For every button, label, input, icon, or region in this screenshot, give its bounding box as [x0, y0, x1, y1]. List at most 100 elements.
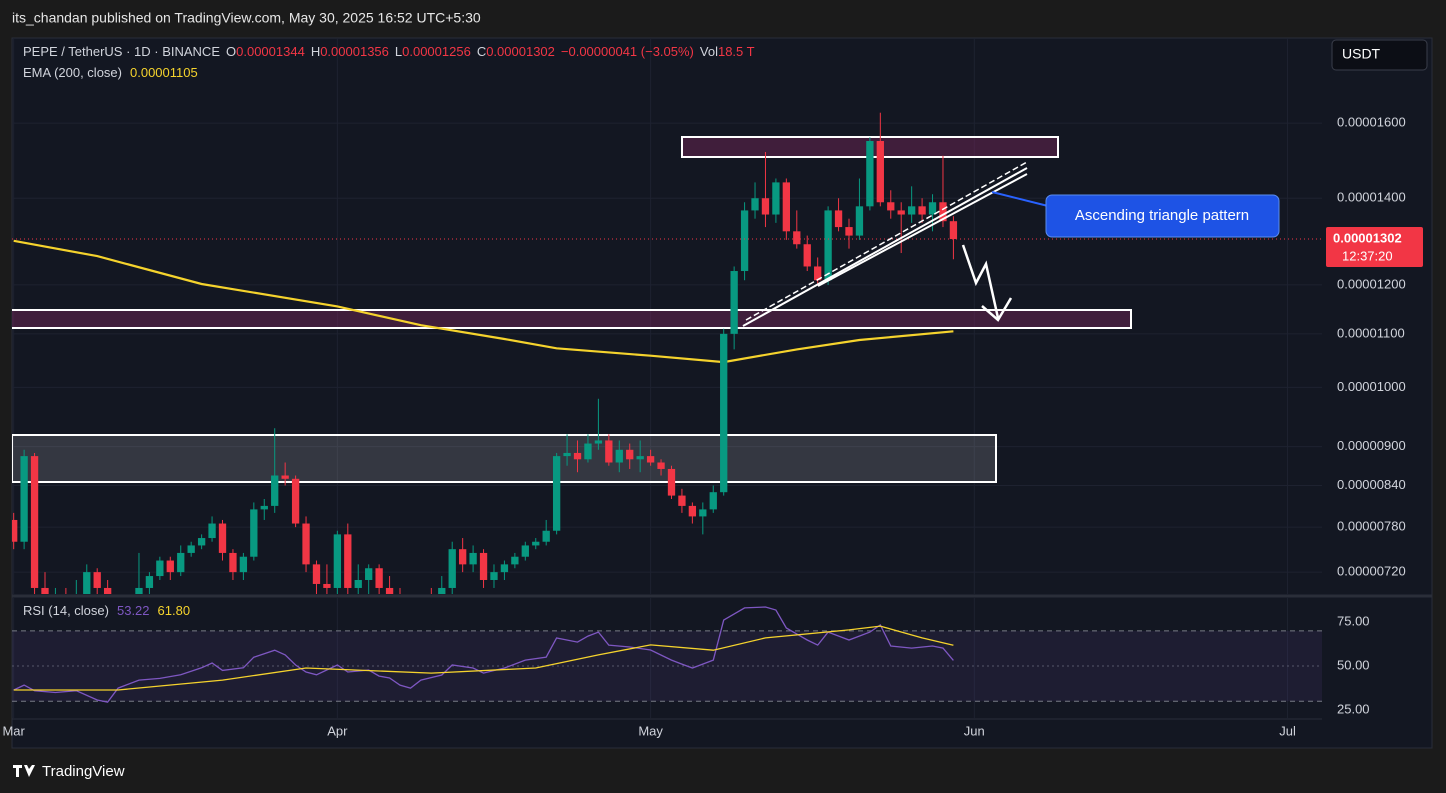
candle-body — [500, 564, 509, 573]
y-tick-label: 0.00001100 — [1337, 325, 1405, 340]
ema-value: 0.00001105 — [130, 65, 198, 80]
candle-body — [365, 568, 373, 580]
drawings: Ascending triangle pattern — [742, 161, 1280, 327]
candle-body — [573, 452, 582, 460]
candle-body — [239, 556, 248, 573]
arrow-head — [981, 297, 1013, 322]
candle-body — [949, 221, 958, 240]
grid — [12, 38, 1322, 719]
candle-body — [615, 449, 623, 463]
candle-body — [12, 519, 18, 542]
x-tick-label: Mar — [2, 723, 25, 738]
candle-body — [814, 266, 822, 281]
candle-body — [448, 549, 456, 588]
h-label: H — [311, 44, 320, 59]
candle-body — [208, 523, 216, 539]
y-tick-label: 0.00001600 — [1337, 115, 1406, 130]
candle-body — [918, 206, 926, 215]
target-zone — [12, 309, 1132, 329]
candle-body — [323, 583, 331, 588]
candle-body — [688, 505, 697, 517]
candle-body — [772, 182, 780, 215]
candle-body — [563, 452, 571, 457]
candle-body — [291, 478, 300, 524]
y-tick-label: 0.00000900 — [1337, 438, 1406, 453]
candle-body — [907, 206, 916, 215]
rsi-line — [13, 625, 954, 691]
candle-body — [271, 475, 279, 506]
currency[interactable]: USDT — [1342, 46, 1381, 62]
candle-body — [887, 202, 895, 211]
y-tick-label: 0.00000840 — [1337, 477, 1406, 492]
ema-label: EMA (200, close) — [23, 65, 122, 80]
candle-body — [876, 141, 884, 203]
candle-body — [479, 552, 488, 580]
candle-body — [751, 198, 759, 211]
brand-name: TradingView — [42, 763, 125, 780]
candle-body — [375, 568, 383, 588]
candle-body — [740, 210, 749, 272]
candle-body — [542, 530, 550, 542]
ema-legend: EMA (200, close) 0.00001105 — [23, 65, 198, 80]
candle-body — [626, 449, 634, 460]
candle-body — [678, 495, 686, 506]
symbol: PEPE / TetherUS · 1D · BINANCE — [23, 44, 220, 59]
candle-body — [939, 202, 947, 222]
y-tick-label: 0.00000720 — [1337, 564, 1406, 579]
rsi-line — [13, 606, 954, 703]
zones — [12, 136, 1132, 483]
brand: TradingView — [13, 763, 125, 780]
candle-body — [720, 333, 728, 493]
rsi-value: 53.22 — [117, 603, 150, 618]
candle-body — [793, 231, 801, 245]
candle-body — [20, 456, 28, 542]
candle-body — [646, 456, 655, 463]
candle-body — [730, 271, 738, 334]
callout — [1045, 194, 1280, 238]
price-pane — [12, 112, 1322, 594]
candle-body — [281, 475, 289, 479]
candle-body — [594, 440, 603, 444]
candle-body — [584, 443, 592, 460]
candle-body — [260, 505, 268, 510]
x-tick-label: Apr — [327, 723, 348, 738]
candle-body — [636, 456, 644, 460]
countdown: 12:37:20 — [1342, 248, 1393, 263]
trendline — [742, 167, 1028, 327]
ema-line — [13, 239, 954, 364]
candle-body — [333, 534, 342, 588]
candle-body — [229, 552, 237, 573]
o-label: O — [226, 44, 236, 59]
rsi-pane — [12, 606, 1322, 703]
candle-body — [699, 509, 707, 517]
candle-body — [532, 541, 540, 546]
candle-body — [605, 440, 613, 463]
candle-body — [156, 560, 164, 577]
brand-logo — [13, 765, 35, 777]
change: −0.00000041 (−3.05%) — [561, 44, 694, 59]
x-tick-label: May — [638, 723, 663, 738]
vol-label: Vol — [700, 44, 718, 59]
support-zone — [12, 434, 997, 483]
candle-body — [354, 579, 362, 588]
l-value: 0.00001256 — [402, 44, 471, 59]
price-tag-text: 0.00001302 — [1333, 230, 1402, 245]
publisher: its_chandan published on TradingView.com… — [12, 10, 481, 26]
candle-body — [93, 572, 101, 588]
candle-body — [897, 210, 905, 215]
rsi-ma-value: 61.80 — [158, 603, 191, 618]
callout-pointer — [991, 191, 1049, 207]
candle-body — [135, 587, 143, 594]
candle-body — [782, 182, 791, 232]
currency-button[interactable] — [1331, 39, 1428, 71]
candle-body — [803, 244, 811, 267]
l-label: L — [395, 44, 402, 59]
candle-body — [552, 456, 561, 531]
candle-body — [855, 206, 864, 236]
candle-body — [511, 556, 519, 565]
vol-value: 18.5 T — [718, 44, 755, 59]
x-tick-label: Jul — [1279, 723, 1296, 738]
rsi-tick-label: 75.00 — [1337, 613, 1370, 628]
